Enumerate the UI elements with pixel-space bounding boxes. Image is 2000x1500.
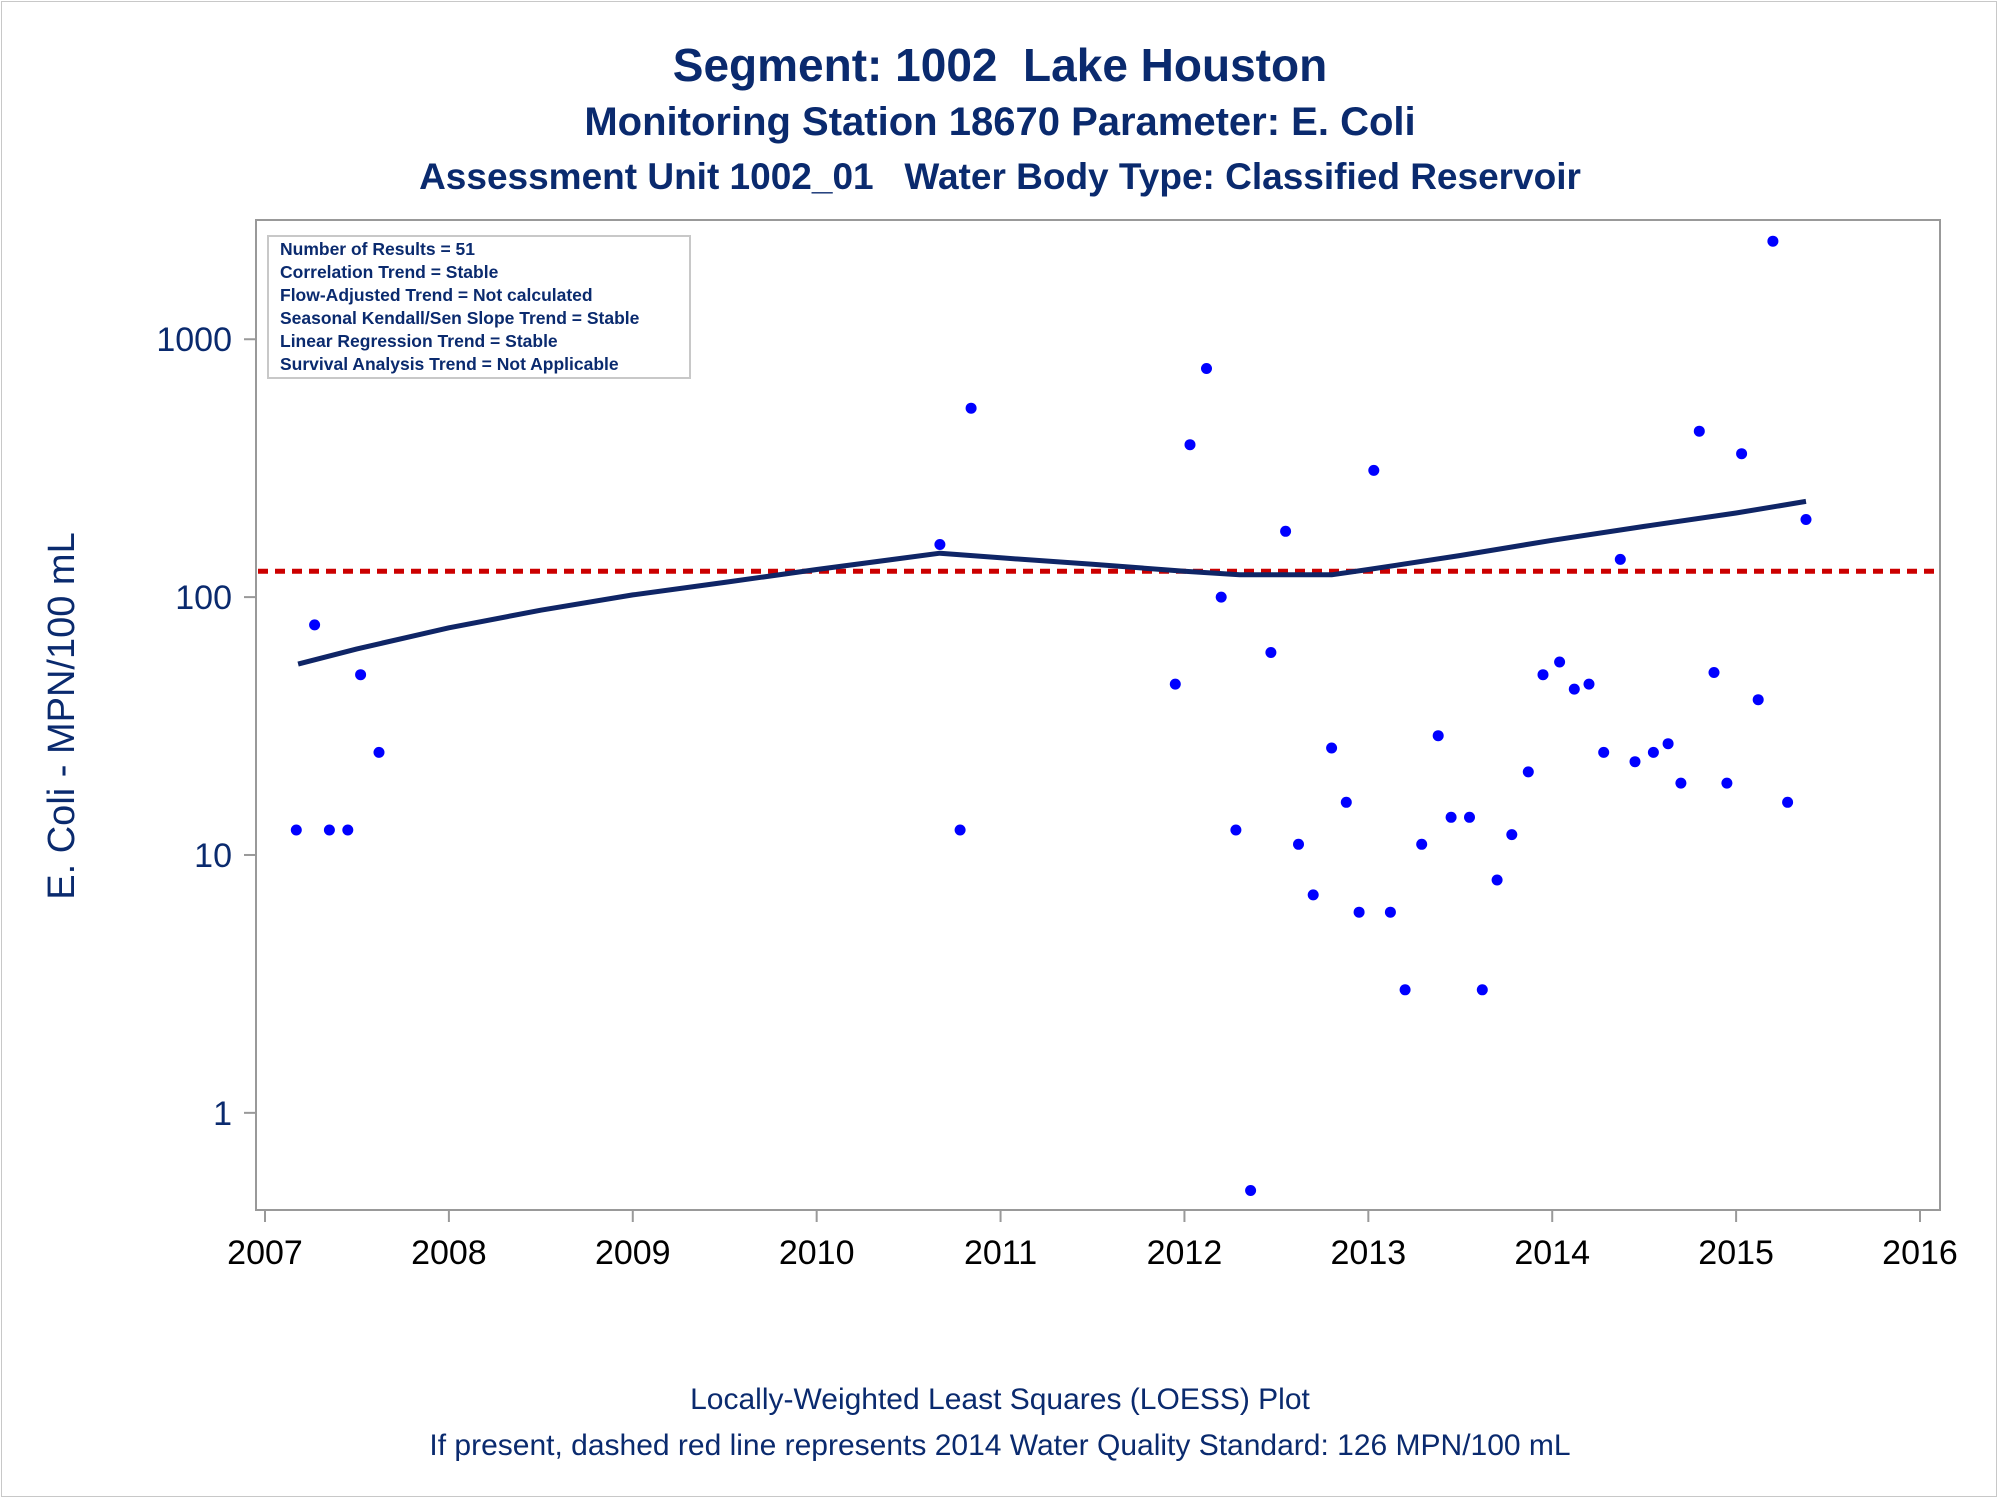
data-point (1782, 796, 1794, 808)
data-point (1568, 683, 1580, 695)
data-point (1537, 669, 1549, 681)
data-point (954, 824, 966, 836)
data-point (1662, 738, 1674, 750)
y-axis: 1 10 100 1000 (156, 321, 256, 1133)
data-point (1432, 730, 1444, 742)
data-point (1445, 811, 1457, 823)
data-point (1340, 796, 1352, 808)
chart-subtitle-assessment: Assessment Unit 1002_01 Water Body Type:… (419, 156, 1581, 197)
data-point (1800, 514, 1812, 525)
data-point (290, 824, 302, 836)
stats-box: Number of Results = 51 Correlation Trend… (267, 235, 691, 379)
y-tick-label: 1000 (156, 321, 232, 359)
plot-area (255, 219, 1941, 1211)
data-point (1353, 906, 1365, 918)
x-tick-label: 2013 (1331, 1234, 1407, 1272)
footnote-standard: If present, dashed red line represents 2… (429, 1429, 1571, 1462)
data-point (355, 669, 367, 681)
data-point (1307, 889, 1319, 901)
stat-survival-analysis-trend: Survival Analysis Trend = Not Applicable (280, 354, 619, 374)
x-tick-label: 2007 (227, 1234, 303, 1272)
data-point (373, 746, 385, 758)
x-tick-label: 2010 (779, 1234, 855, 1272)
stat-flow-adjusted-trend: Flow-Adjusted Trend = Not calculated (280, 285, 593, 305)
y-tick-label: 1 (213, 1095, 232, 1133)
data-point (1629, 756, 1641, 768)
x-tick-label: 2015 (1698, 1234, 1774, 1272)
data-point (1245, 1185, 1257, 1196)
data-point (1767, 235, 1779, 247)
data-point (1554, 656, 1566, 668)
footnote-loess: Locally-Weighted Least Squares (LOESS) P… (690, 1383, 1310, 1416)
data-point (1265, 647, 1277, 658)
data-point (1476, 984, 1488, 996)
loess-trend-line (297, 498, 1807, 667)
data-point (1280, 525, 1292, 537)
data-point (1491, 874, 1503, 886)
data-point (1583, 678, 1595, 690)
data-point (1675, 777, 1687, 789)
data-point (1647, 746, 1659, 758)
chart-title: Segment: 1002 Lake Houston (672, 39, 1328, 91)
x-tick-label: 2016 (1882, 1234, 1958, 1272)
data-point (1614, 553, 1626, 565)
stat-linear-regression-trend: Linear Regression Trend = Stable (280, 331, 558, 351)
stat-seasonal-kendall-trend: Seasonal Kendall/Sen Slope Trend = Stabl… (280, 308, 640, 328)
stats-box-border (267, 235, 691, 379)
y-tick-label: 100 (175, 579, 232, 617)
data-point (323, 824, 335, 836)
data-point (1598, 746, 1610, 758)
data-point (1708, 667, 1720, 678)
x-tick-label: 2012 (1147, 1234, 1223, 1272)
data-point (1293, 838, 1304, 850)
data-point (1522, 766, 1534, 778)
data-point (1184, 439, 1196, 451)
data-point (1230, 824, 1242, 836)
data-point (1506, 829, 1518, 841)
x-tick-label: 2009 (595, 1234, 671, 1272)
data-point (1693, 425, 1705, 437)
stat-number-of-results: Number of Results = 51 (280, 239, 475, 259)
x-axis: 2007 2008 2009 2010 2011 2012 2013 2014 2015 2016 (227, 1210, 1958, 1272)
chart-subtitle-station: Monitoring Station 18670 Parameter: E. C… (584, 100, 1416, 144)
data-points (290, 235, 1812, 1196)
x-tick-label: 2011 (964, 1234, 1037, 1272)
data-point (1752, 694, 1764, 706)
y-tick-label: 10 (194, 837, 232, 875)
x-tick-label: 2014 (1514, 1234, 1590, 1272)
y-axis-label: E. Coli - MPN/100 mL (41, 532, 83, 899)
data-point (1399, 984, 1411, 996)
data-point (1721, 777, 1733, 789)
data-point (1464, 811, 1475, 823)
data-point (934, 539, 946, 550)
data-point (1326, 742, 1338, 754)
data-point (1368, 464, 1380, 476)
data-point (1736, 448, 1748, 460)
data-point (1169, 678, 1181, 690)
stat-correlation-trend: Correlation Trend = Stable (280, 262, 499, 282)
data-point (1215, 591, 1227, 603)
data-point (1201, 363, 1212, 374)
data-point (965, 402, 977, 414)
x-tick-label: 2008 (411, 1234, 487, 1272)
data-point (1416, 838, 1428, 850)
data-point (309, 619, 321, 631)
data-point (342, 824, 354, 836)
data-point (1384, 906, 1396, 918)
